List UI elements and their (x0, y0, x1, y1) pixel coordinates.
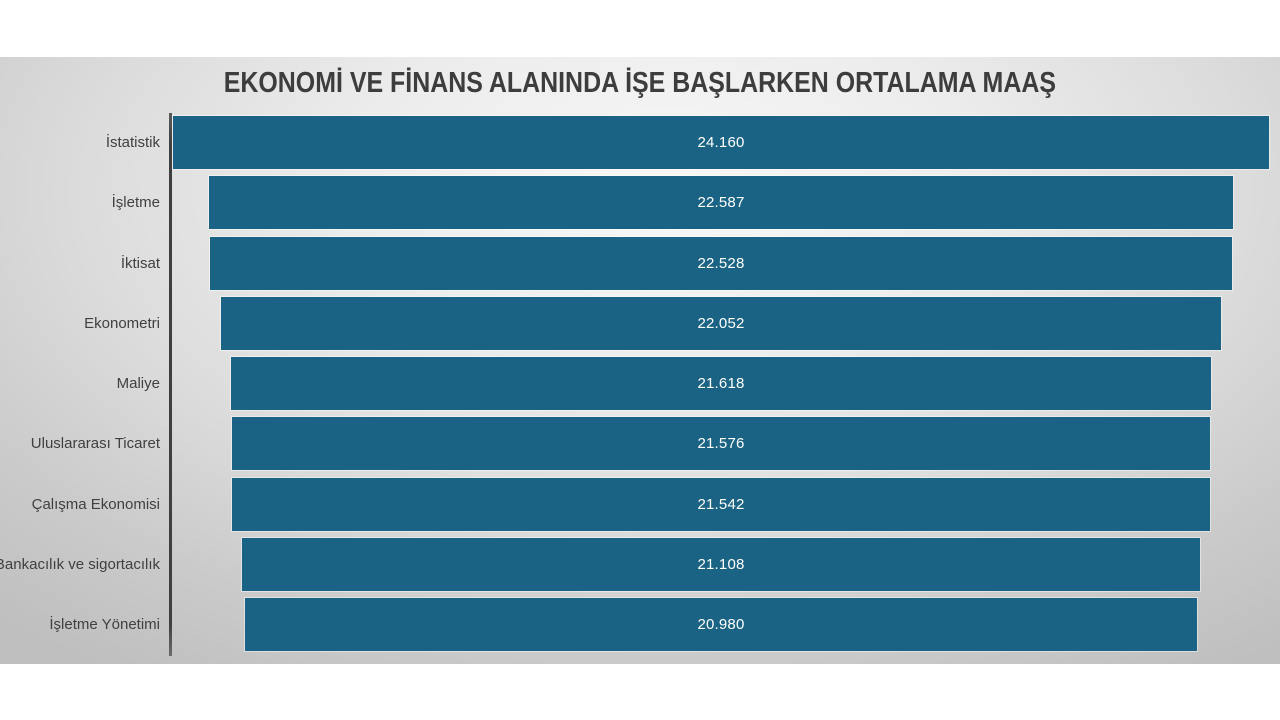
bar: 21.618 (230, 357, 1212, 411)
bar: 21.576 (231, 417, 1211, 471)
bar-value-label: 22.587 (697, 194, 745, 212)
bar-row: 24.160 (173, 116, 1269, 169)
bar-value-label: 21.576 (697, 435, 745, 453)
chart-title: EKONOMİ VE FİNANS ALANINDA İŞE BAŞLARKEN… (223, 67, 1057, 99)
category-label: Çalışma Ekonomisi (31, 495, 160, 513)
category-label: İktisat (120, 254, 160, 272)
bar-value-label: 24.160 (697, 134, 745, 151)
bar-row: 22.052 (173, 296, 1269, 350)
bar: 21.542 (232, 477, 1210, 531)
bar-row: 21.576 (173, 417, 1269, 471)
category-label: Uluslararası Ticaret (30, 435, 160, 453)
bar-value-label: 21.618 (697, 375, 745, 393)
bar-row: 21.108 (173, 538, 1269, 592)
bar-row: 22.587 (173, 176, 1269, 230)
category-label: Maliye (116, 375, 160, 393)
bar-row: 22.528 (173, 236, 1269, 290)
category-label: İşletme (111, 194, 160, 212)
category-label: İşletme Yönetimi (49, 616, 160, 634)
bar: 22.587 (208, 176, 1234, 230)
bar: 22.528 (209, 236, 1232, 290)
category-label: Ekonometri (84, 314, 160, 332)
category-label: İstatistik (105, 134, 160, 151)
bar-value-label: 22.052 (697, 314, 745, 332)
plot-area: 24.160 22.587 22.528 22.052 21.618 21.576 21.5… (173, 116, 1269, 652)
bar-row: 20.980 (173, 598, 1269, 652)
bar-value-label: 22.528 (697, 254, 745, 272)
category-label: Bankacılık ve sigortacılık (0, 556, 160, 574)
chart-title-container: EKONOMİ VE FİNANS ALANINDA İŞE BAŞLARKEN… (0, 67, 1280, 100)
bar-row: 21.542 (173, 477, 1269, 531)
bar-value-label: 20.980 (697, 616, 745, 634)
bar-value-label: 21.108 (697, 556, 745, 574)
bar: 22.052 (220, 296, 1222, 350)
bar: 21.108 (242, 538, 1200, 592)
bar: 24.160 (173, 116, 1269, 169)
bar-chart: İstatistik İşletme İktisat Ekonometri Maliye… (0, 113, 1269, 656)
bar-value-label: 21.542 (697, 495, 745, 513)
category-axis-line (169, 113, 172, 656)
category-axis-labels: İstatistik İşletme İktisat Ekonometri Maliye… (0, 116, 160, 651)
slide-canvas: EKONOMİ VE FİNANS ALANINDA İŞE BAŞLARKEN… (0, 57, 1280, 664)
bar-row: 21.618 (173, 357, 1269, 411)
bar: 20.980 (245, 598, 1197, 652)
